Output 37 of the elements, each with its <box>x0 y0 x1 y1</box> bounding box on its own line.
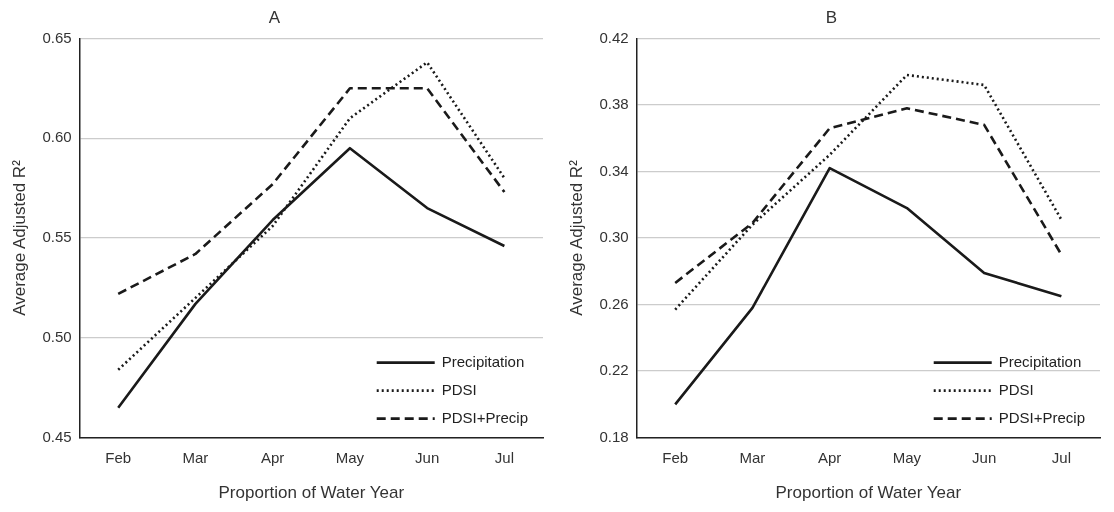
legend-label: PDSI <box>441 380 477 398</box>
y-tick-label: 0.50 <box>42 327 72 345</box>
x-tick-label: Feb <box>105 448 132 466</box>
x-tick-label: May <box>335 448 365 466</box>
x-tick-label: Apr <box>818 448 842 466</box>
legend-label: Precipitation <box>441 352 525 370</box>
x-tick-label: Jul <box>1051 448 1071 466</box>
y-tick-label: 0.45 <box>42 427 72 445</box>
chart-title: B <box>825 7 838 27</box>
y-tick-label: 0.55 <box>42 228 72 246</box>
x-tick-label: Mar <box>182 448 209 466</box>
y-tick-label: 0.18 <box>599 427 629 445</box>
y-tick-label: 0.38 <box>599 95 629 113</box>
x-tick-label: Apr <box>261 448 285 466</box>
y-tick-label: 0.22 <box>599 361 629 379</box>
y-axis-title: Average Adjusted R² <box>9 159 29 316</box>
y-tick-label: 0.30 <box>599 228 629 246</box>
y-tick-label: 0.60 <box>42 128 72 146</box>
legend-label: PDSI <box>998 380 1034 398</box>
y-tick-label: 0.65 <box>42 28 72 46</box>
x-tick-label: Feb <box>662 448 689 466</box>
x-tick-label: May <box>892 448 922 466</box>
y-axis-title: Average Adjusted R² <box>566 159 586 316</box>
y-tick-label: 0.42 <box>599 28 629 46</box>
legend-label: PDSI+Precip <box>998 408 1086 426</box>
x-axis-title: Proportion of Water Year <box>775 483 962 503</box>
x-tick-label: Jun <box>415 448 440 466</box>
legend-label: Precipitation <box>998 352 1082 370</box>
legend-label: PDSI+Precip <box>441 408 529 426</box>
y-tick-label: 0.26 <box>599 294 629 312</box>
x-tick-label: Jun <box>972 448 997 466</box>
x-axis-title: Proportion of Water Year <box>218 483 405 503</box>
x-tick-label: Mar <box>739 448 766 466</box>
y-tick-label: 0.34 <box>599 161 629 179</box>
line-series <box>673 73 1063 311</box>
x-tick-label: Jul <box>494 448 514 466</box>
chart-title: A <box>268 7 281 27</box>
